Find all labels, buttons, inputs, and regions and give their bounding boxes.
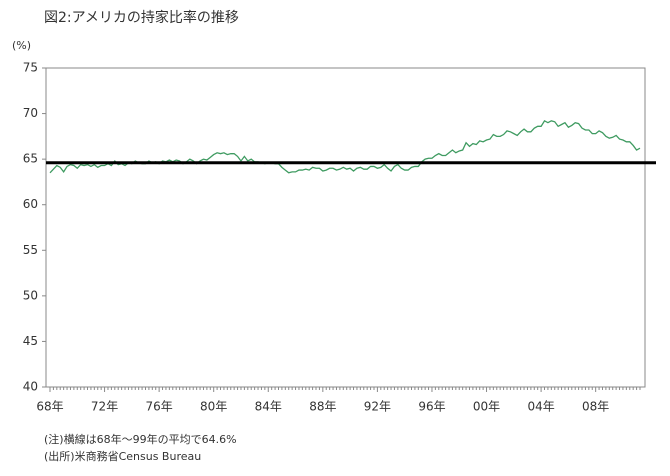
y-tick-label: 40 [23,380,38,394]
note: (注)横線は68年～99年の平均で64.6% [44,432,237,446]
y-tick-label: 65 [23,152,38,166]
data-line [49,119,641,174]
x-tick-label: 92年 [364,400,391,414]
x-tick-label: 88年 [309,400,336,414]
x-tick-label: 72年 [91,400,118,414]
y-tick-label: 50 [23,288,38,302]
y-tick-label: 55 [23,243,38,257]
x-tick-label: 84年 [255,400,282,414]
x-tick-label: 68年 [36,400,63,414]
y-tick-label: 45 [23,334,38,348]
chart-title: 図2:アメリカの持家比率の推移 [44,9,239,26]
note: (出所)米商務省Census Bureau [44,449,201,463]
plot-frame [45,67,646,388]
y-tick-label: 70 [23,106,38,120]
x-tick-label: 00年 [473,400,500,414]
x-tick-label: 04年 [527,400,554,414]
y-tick-label: 75 [23,61,38,75]
y-tick-label: 60 [23,197,38,211]
x-tick-label: 96年 [418,400,445,414]
x-tick-label: 08年 [582,400,609,414]
x-tick-label: 80年 [200,400,227,414]
x-tick-label: 76年 [145,400,172,414]
y-unit: (%) [12,39,31,52]
